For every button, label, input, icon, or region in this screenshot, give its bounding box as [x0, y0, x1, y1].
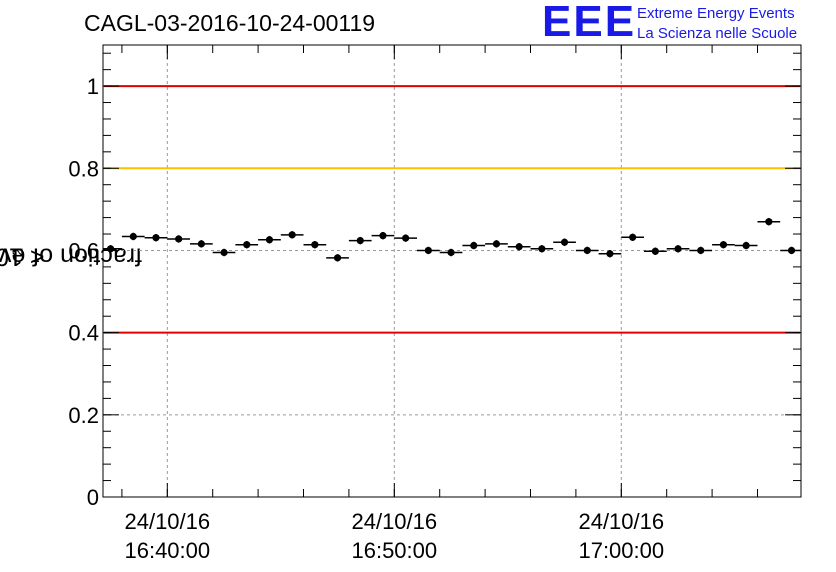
- y-tick-label: 0: [87, 485, 99, 510]
- data-point: [424, 246, 432, 255]
- tick-labels: 0 0.2 0.4 0.6 0.8 1 24/10/16 16:40:00 24/10/16 16…: [68, 74, 664, 563]
- data-point: [265, 236, 274, 244]
- data-point: [674, 245, 682, 253]
- y-tick-label: 0.8: [68, 156, 99, 181]
- data-points: [103, 217, 801, 262]
- data-point: [175, 235, 183, 243]
- y-tick-label: 0.6: [68, 238, 99, 263]
- logo-mark: EEE: [542, 0, 637, 46]
- x-tick-label-date: 24/10/16: [351, 509, 437, 534]
- data-point: [356, 236, 364, 245]
- data-point: [629, 233, 637, 241]
- eee-logo: EEE Extreme Energy Events La Scienza nel…: [542, 0, 832, 46]
- data-point: [243, 241, 251, 249]
- data-point: [379, 232, 387, 240]
- data-point: [129, 232, 137, 241]
- logo-line-1: Extreme Energy Events: [637, 5, 795, 22]
- x-tick-label-time: 16:50:00: [351, 538, 437, 563]
- data-point: [197, 240, 205, 248]
- logo-line-2: La Scienza nelle Scuole: [637, 25, 798, 42]
- data-point: [606, 250, 614, 258]
- data-point: [719, 241, 728, 249]
- data-point: [765, 218, 773, 226]
- x-tick-label-date: 24/10/16: [124, 509, 210, 534]
- data-point: [492, 240, 501, 248]
- grid-lines: [103, 45, 801, 497]
- data-point: [651, 247, 659, 255]
- data-point: [311, 241, 319, 249]
- data-point: [560, 238, 569, 246]
- plot-frame: [102, 44, 802, 498]
- x-tick-label-time: 17:00:00: [578, 538, 664, 563]
- y-tick-label: 1: [87, 74, 99, 99]
- data-point: [583, 246, 591, 255]
- data-point: [152, 234, 160, 242]
- data-point: [288, 231, 296, 239]
- x-tick-label-date: 24/10/16: [578, 509, 664, 534]
- data-point: [470, 241, 478, 250]
- data-point: [447, 248, 455, 257]
- x-tick-label-time: 16:40:00: [124, 538, 210, 563]
- data-point: [538, 245, 546, 253]
- reference-lines: [104, 85, 800, 334]
- data-point: [697, 246, 705, 255]
- data-point: [402, 234, 410, 242]
- axes-ticks: [103, 45, 801, 498]
- data-point: [515, 243, 523, 251]
- y-tick-label: 0.2: [68, 403, 99, 428]
- data-point: [742, 241, 750, 250]
- data-point: [106, 245, 115, 253]
- data-point: [333, 254, 342, 262]
- chart-title: CAGL-03-2016-10-24-00119: [84, 10, 376, 36]
- data-point: [220, 248, 228, 257]
- y-tick-label: 0.4: [68, 321, 99, 346]
